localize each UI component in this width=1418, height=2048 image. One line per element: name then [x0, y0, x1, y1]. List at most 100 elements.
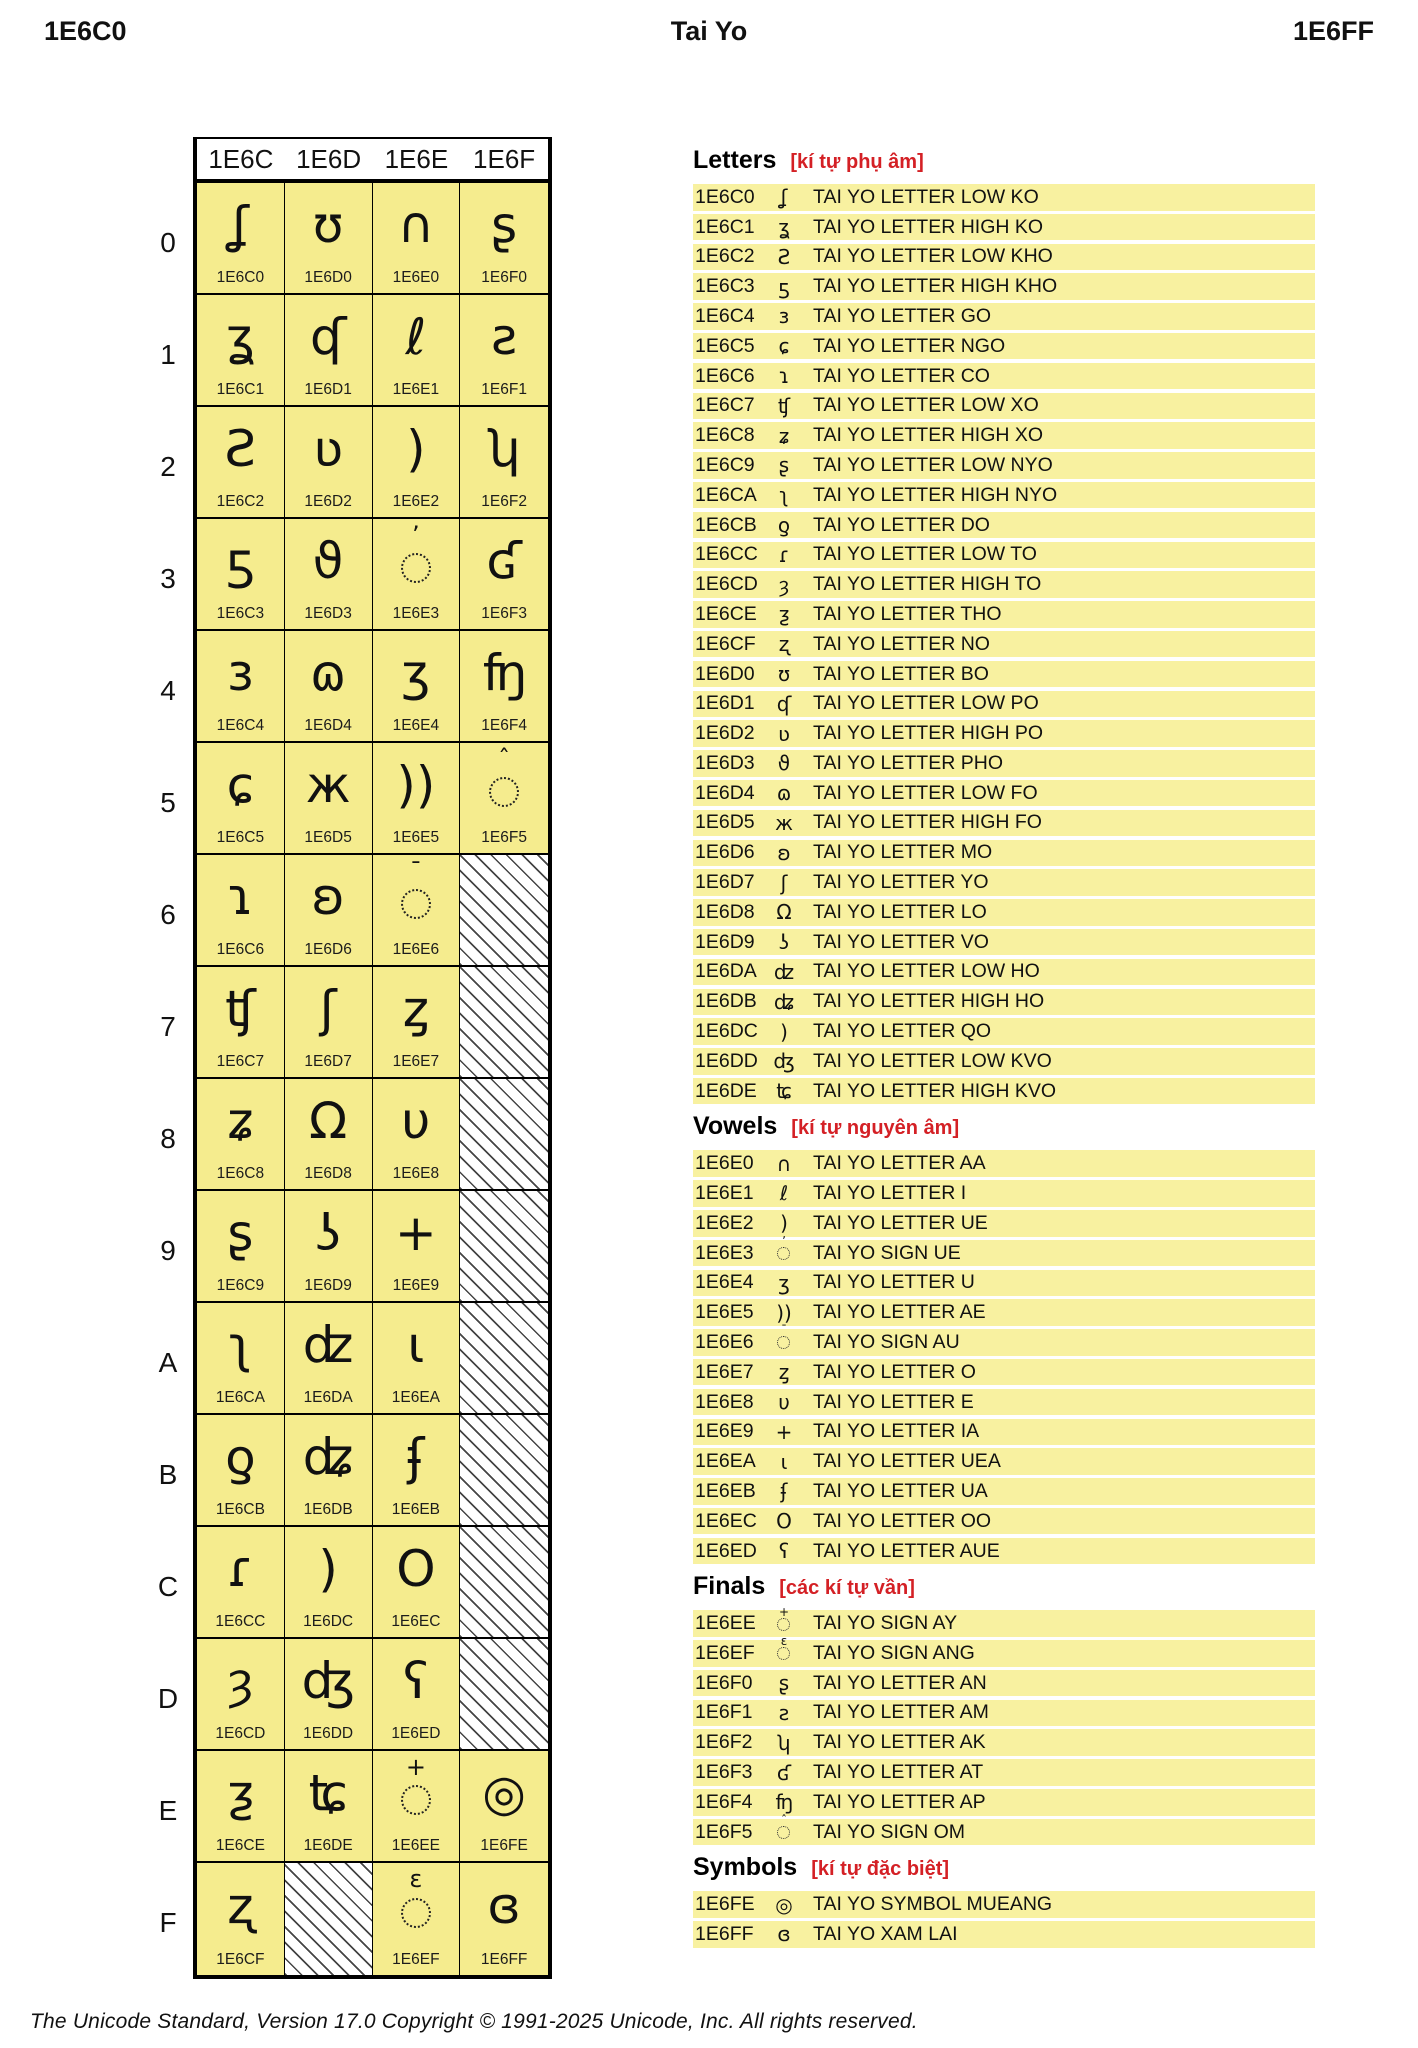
- list-row: 1E6DB ʥ TAI YO LETTER HIGH HO: [693, 988, 1315, 1016]
- list-row-glyph: ∩: [776, 1151, 792, 1176]
- chart-cell-glyph: ): [318, 1540, 338, 1598]
- list-row-name: TAI YO LETTER LOW NYO: [813, 453, 1053, 476]
- list-row-name: TAI YO LETTER O: [813, 1360, 976, 1383]
- row-header: 3: [160, 563, 176, 594]
- chart-cell: ɕ 1E6C5: [197, 743, 285, 855]
- chart-cell-glyph: ƨ: [491, 308, 518, 366]
- list-row-name: TAI YO LETTER HIGH KO: [813, 215, 1044, 238]
- dotted-circle-icon: [777, 1247, 790, 1261]
- list-row-glyph: ʐ: [778, 632, 790, 657]
- row-header: E: [158, 1795, 178, 1826]
- chart-cell-glyph: )): [396, 756, 436, 814]
- list-row-name: TAI YO LETTER IA: [813, 1420, 980, 1443]
- list-row-code: 1E6C5: [695, 334, 755, 357]
- chart-column-headers: 1E6C 1E6D 1E6E 1E6F: [197, 139, 548, 183]
- chart-cell-glyph: ɜ: [227, 644, 254, 702]
- chart-cell: ȝ 1E6CD: [197, 1639, 285, 1751]
- list-row-glyph: ʧ: [777, 393, 791, 418]
- list-row-name: TAI YO SIGN AY: [813, 1612, 958, 1635]
- list-row-glyph: ɜ: [778, 304, 790, 329]
- list-row: 1E6E9 + TAI YO LETTER IA: [693, 1418, 1315, 1446]
- list-row-code: 1E6D7: [695, 871, 755, 894]
- list-row-code: 1E6EC: [695, 1509, 757, 1532]
- list-row-code: 1E6D3: [695, 751, 755, 774]
- combining-mark: ʼ: [782, 1234, 786, 1249]
- list-row: 1E6CB ƍ TAI YO LETTER DO: [693, 511, 1315, 539]
- chart-cell-code: 1E6C4: [216, 717, 265, 734]
- row-header: B: [158, 1459, 178, 1490]
- combining-mark: ʼ: [412, 521, 420, 549]
- list-row: 1E6EA ɩ TAI YO LETTER UEA: [693, 1448, 1315, 1475]
- list-row-name: TAI YO LETTER LOW KVO: [813, 1049, 1052, 1072]
- list-row: 1E6E2) TAI YO LETTER UE: [693, 1210, 1315, 1237]
- list-row: 1E6D7 ʃ TAI YO LETTER YO: [693, 869, 1315, 896]
- list-row-code: 1E6E2: [695, 1211, 754, 1234]
- list-row-code: 1E6C0: [695, 185, 755, 208]
- chart-cell: ʮ 1E6F2: [460, 407, 548, 519]
- list-row-code: 1E6D1: [695, 692, 755, 715]
- row-header: 6: [160, 899, 176, 930]
- list-row-name: TAI YO XAM LAI: [813, 1922, 958, 1945]
- list-row: 1E6C6 ɿ TAI YO LETTER CO: [693, 362, 1315, 390]
- chart-cell-code: 1E6EE: [391, 1837, 440, 1854]
- chart-cell-reserved: [460, 1415, 548, 1527]
- list-row-name: TAI YO LETTER AP: [813, 1790, 986, 1813]
- list-row: 1E6E4 ʒ TAI YO LETTER U: [693, 1269, 1315, 1297]
- chart-cell: ʤ 1E6DD: [284, 1639, 373, 1751]
- list-row: 1E6EF ɛ TAI YO SIGN ANG: [693, 1635, 1315, 1667]
- list-row: 1E6C3 ƽ TAI YO LETTER HIGH KHO: [693, 273, 1315, 300]
- chart-cell: ʩ 1E6F4: [460, 631, 548, 743]
- chart-cell: ˉ 1E6E6: [372, 855, 461, 967]
- list-row-name: TAI YO LETTER AE: [813, 1301, 986, 1324]
- chart-cell-glyph: ʐ: [227, 1877, 254, 1935]
- chart-cell-glyph: ʛ: [486, 532, 522, 590]
- chart-cell-glyph: ʮ: [487, 420, 521, 478]
- combining-mark: +: [405, 1753, 426, 1781]
- dotted-circle-icon: [777, 1647, 790, 1661]
- chart-cell-code: 1E6EC: [391, 1613, 441, 1630]
- chart-cell: ) 1E6E2: [372, 407, 461, 519]
- dotted-circle-icon: [777, 1336, 790, 1350]
- chart-cell-code: 1E6CB: [215, 1501, 265, 1518]
- chart-cell-glyph: ʑ: [227, 1092, 254, 1150]
- list-row-code: 1E6C8: [695, 424, 755, 447]
- chart-cell-glyph: Ω: [309, 1092, 348, 1150]
- chart-cell-code: 1E6FF: [480, 1951, 528, 1968]
- list-row-name: TAI YO LETTER LOW KHO: [813, 245, 1053, 268]
- list-row-glyph: ʮ: [777, 1730, 791, 1755]
- chart-cell-glyph: +: [394, 1204, 437, 1262]
- dotted-circle-icon: [777, 1826, 790, 1840]
- chart-cell: ˆ 1E6F5: [460, 743, 548, 855]
- chart-cell: ʥ 1E6DB: [284, 1415, 373, 1527]
- chart-cell-glyph: ʤ: [301, 1652, 355, 1710]
- list-row-name: TAI YO LETTER NGO: [813, 334, 1006, 357]
- list-row: 1E6E3 ʼ TAI YO SIGN UE: [693, 1235, 1315, 1267]
- list-row-name: TAI YO LETTER AUE: [813, 1539, 1000, 1562]
- list-row-glyph: Ο: [776, 1509, 792, 1534]
- header-start-codepoint: 1E6C0: [44, 16, 127, 46]
- list-row-code: 1E6CE: [695, 602, 757, 625]
- list-row-name: TAI YO LETTER E: [813, 1390, 974, 1413]
- chart-cell: Ο 1E6EC: [372, 1527, 461, 1639]
- chart-cell-code: 1E6DA: [303, 1389, 353, 1406]
- chart-cell-glyph: ƍ: [225, 1428, 256, 1486]
- chart-cell: ƽ 1E6C3: [197, 519, 285, 631]
- list-row-code: 1E6D0: [695, 662, 755, 685]
- combining-mark: ˆ: [498, 745, 511, 773]
- chart-cell: ʅ 1E6CA: [197, 1303, 285, 1415]
- list-row-code: 1E6CC: [695, 543, 758, 566]
- list-row: 1E6CD ȝ TAI YO LETTER HIGH TO: [693, 571, 1315, 598]
- list-row-code: 1E6E8: [695, 1390, 754, 1413]
- chart-cell-glyph: ɕ: [226, 756, 255, 814]
- chart-cell-glyph: ): [406, 420, 426, 478]
- list-row-code: 1E6CB: [695, 513, 757, 536]
- list-row-name: TAI YO LETTER GO: [813, 304, 992, 327]
- chart-cell-code: 1E6E9: [392, 1277, 440, 1294]
- dotted-circle-icon: [400, 889, 431, 919]
- list-row-name: TAI YO LETTER HIGH TO: [813, 573, 1042, 596]
- list-row-code: 1E6ED: [695, 1539, 757, 1562]
- chart-cell-code: 1E6DE: [303, 1837, 353, 1854]
- list-row-glyph: ɾ: [778, 542, 790, 567]
- row-header: 2: [160, 451, 176, 482]
- chart-cell-code: 1E6D4: [304, 717, 352, 734]
